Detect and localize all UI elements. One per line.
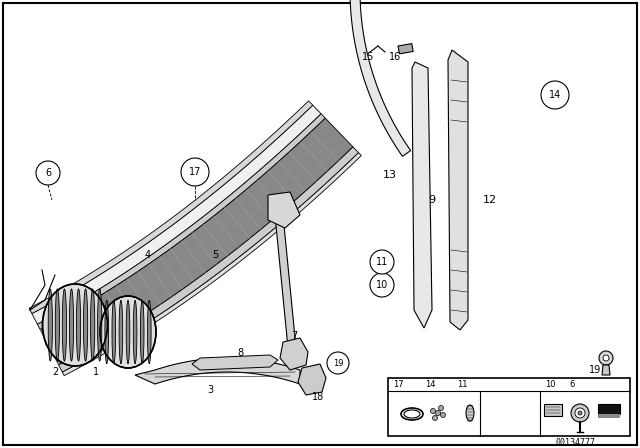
Polygon shape	[32, 105, 321, 324]
Text: 3: 3	[207, 385, 213, 395]
Text: 00134777: 00134777	[555, 438, 595, 447]
Text: 10: 10	[545, 379, 556, 388]
Ellipse shape	[42, 284, 108, 366]
Circle shape	[431, 409, 435, 414]
Ellipse shape	[55, 289, 60, 361]
Polygon shape	[268, 192, 300, 228]
Polygon shape	[59, 147, 358, 372]
Ellipse shape	[466, 405, 474, 421]
Polygon shape	[40, 118, 353, 365]
Polygon shape	[412, 62, 432, 328]
Ellipse shape	[97, 289, 102, 361]
Ellipse shape	[133, 300, 137, 364]
Text: 13: 13	[383, 170, 397, 180]
Text: 11: 11	[376, 257, 388, 267]
Circle shape	[575, 408, 585, 418]
Circle shape	[370, 250, 394, 274]
Ellipse shape	[126, 300, 130, 364]
Ellipse shape	[62, 289, 67, 361]
Polygon shape	[62, 153, 362, 375]
Bar	[598, 404, 620, 414]
Ellipse shape	[69, 289, 74, 361]
Ellipse shape	[48, 289, 52, 361]
Text: 4: 4	[145, 250, 151, 260]
Text: 12: 12	[483, 195, 497, 205]
Circle shape	[327, 352, 349, 374]
Text: 19: 19	[589, 365, 601, 375]
Text: 14: 14	[549, 90, 561, 100]
Text: 14: 14	[425, 379, 435, 388]
Circle shape	[36, 161, 60, 185]
Text: 19: 19	[333, 358, 343, 367]
Text: 9: 9	[428, 195, 436, 205]
Circle shape	[599, 351, 613, 365]
Text: 7: 7	[291, 331, 297, 341]
Text: 2: 2	[52, 367, 58, 377]
Ellipse shape	[147, 300, 151, 364]
Ellipse shape	[90, 289, 95, 361]
Circle shape	[603, 355, 609, 361]
Circle shape	[440, 413, 445, 418]
Ellipse shape	[140, 300, 144, 364]
Text: 1: 1	[93, 367, 99, 377]
Polygon shape	[280, 338, 308, 370]
Text: 15: 15	[362, 52, 374, 62]
Circle shape	[181, 158, 209, 186]
Text: 10: 10	[376, 280, 388, 290]
Polygon shape	[37, 114, 325, 330]
Ellipse shape	[112, 300, 116, 364]
Circle shape	[370, 273, 394, 297]
Circle shape	[541, 81, 569, 109]
Ellipse shape	[404, 410, 420, 418]
Polygon shape	[298, 364, 326, 395]
Circle shape	[571, 404, 589, 422]
Text: 8: 8	[237, 348, 243, 358]
Polygon shape	[350, 0, 640, 156]
Circle shape	[578, 411, 582, 415]
Text: 5: 5	[212, 250, 218, 260]
Bar	[398, 43, 413, 54]
Bar	[388, 378, 630, 436]
Text: 16: 16	[389, 52, 401, 62]
Polygon shape	[192, 355, 278, 370]
Ellipse shape	[100, 296, 156, 368]
Ellipse shape	[83, 289, 88, 361]
Ellipse shape	[105, 300, 109, 364]
Polygon shape	[602, 365, 610, 375]
Text: 18: 18	[312, 392, 324, 402]
Polygon shape	[274, 205, 297, 358]
Circle shape	[433, 415, 438, 421]
Text: 11: 11	[457, 379, 467, 388]
Circle shape	[435, 410, 440, 415]
Bar	[544, 404, 562, 416]
Text: 6: 6	[570, 379, 575, 388]
Text: 17: 17	[189, 167, 201, 177]
Ellipse shape	[76, 289, 81, 361]
Text: 6: 6	[45, 168, 51, 178]
Polygon shape	[135, 358, 300, 384]
Polygon shape	[29, 101, 313, 314]
Text: 17: 17	[393, 379, 403, 388]
Polygon shape	[448, 50, 468, 330]
Circle shape	[438, 405, 444, 410]
Ellipse shape	[119, 300, 123, 364]
Bar	[598, 414, 620, 418]
